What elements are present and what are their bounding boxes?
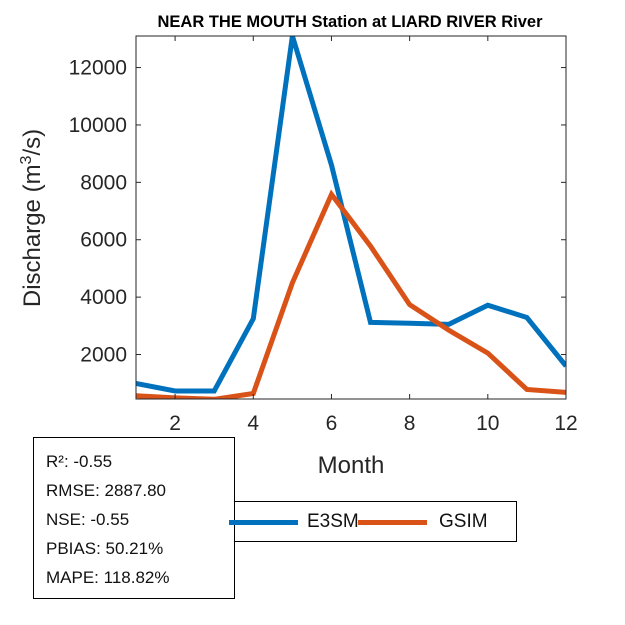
y-axis-label: Discharge (m3/s) <box>18 129 46 307</box>
y-tick-label: 2000 <box>80 344 127 367</box>
y-tick-label: 8000 <box>80 171 127 194</box>
stat-rmse: RMSE: 2887.80 <box>46 481 167 500</box>
legend-gsim-label: GSIM <box>439 511 488 532</box>
x-tick-label: 4 <box>247 412 259 435</box>
chart-title: NEAR THE MOUTH Station at LIARD RIVER Ri… <box>157 13 543 31</box>
x-axis-label: Month <box>318 452 385 479</box>
y-tick-layer: 2000 4000 6000 8000 10000 12000 <box>69 57 566 367</box>
x-tick-label: 8 <box>404 412 416 435</box>
y-axis-label-superscript: 3 <box>18 155 35 164</box>
y-tick-label: 4000 <box>80 286 127 309</box>
y-tick-label: 12000 <box>69 57 127 80</box>
series-line-gsim <box>136 189 566 399</box>
x-tick-label: 12 <box>554 412 577 435</box>
legend-e3sm-line <box>229 520 298 525</box>
plot-area-border <box>135 35 567 400</box>
statistics-box: R²: -0.55 RMSE: 2887.80 NSE: -0.55 PBIAS… <box>33 437 235 599</box>
x-tick-label: 10 <box>476 412 499 435</box>
y-axis-label-main: Discharge (m <box>19 164 46 307</box>
stat-r2: R²: -0.55 <box>46 452 113 471</box>
x-tick-layer: 2 4 6 8 10 12 <box>169 36 578 435</box>
x-tick-label: 6 <box>326 412 338 435</box>
stat-pbias: PBIAS: 50.21% <box>46 539 164 558</box>
y-tick-label: 6000 <box>80 229 127 252</box>
y-axis-label-end: /s) <box>19 129 46 156</box>
legend: E3SM GSIM <box>229 501 517 542</box>
stat-mape: MAPE: 118.82% <box>46 568 170 587</box>
legend-e3sm-label: E3SM <box>307 511 359 532</box>
x-tick-label: 2 <box>169 412 181 435</box>
y-tick-label: 10000 <box>69 114 127 137</box>
stat-nse: NSE: -0.55 <box>46 510 130 529</box>
series-line-e3sm <box>136 36 566 394</box>
legend-gsim-line <box>358 520 427 525</box>
series-layer <box>136 36 566 399</box>
